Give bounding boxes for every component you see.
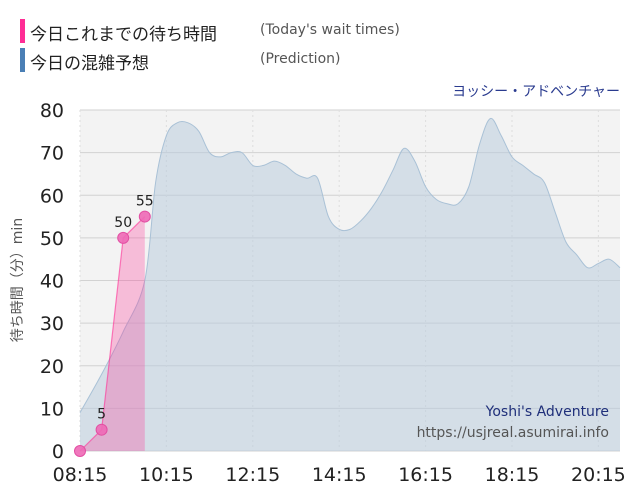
y-tick-label: 40 [40, 271, 64, 293]
y-tick-label: 20 [40, 356, 64, 378]
watermark-title: Yoshi's Adventure [485, 404, 609, 420]
y-tick-label: 60 [40, 185, 64, 207]
y-tick-label: 50 [40, 228, 64, 250]
today-data-label: 50 [114, 215, 132, 231]
today-data-label: 5 [97, 407, 106, 423]
y-tick-label: 70 [40, 143, 64, 165]
legend-swatch-forecast [20, 48, 25, 72]
today-line [79, 216, 146, 452]
legend-swatch-today [20, 19, 25, 43]
forecast-area [80, 118, 620, 452]
x-tick-label: 14:15 [312, 464, 367, 486]
today-data-label: 55 [136, 194, 154, 210]
y-tick-label: 0 [52, 441, 64, 463]
today-point [74, 445, 86, 457]
legend-sublabel-forecast: (Prediction) [260, 51, 341, 67]
today-point [117, 231, 130, 244]
y-tick-label: 10 [40, 398, 64, 420]
forecast-line [79, 118, 621, 413]
x-tick-label: 08:15 [53, 464, 108, 486]
y-tick-label: 30 [40, 313, 64, 335]
today-point [138, 210, 151, 223]
forecast-series [79, 118, 621, 452]
legend-label-forecast: 今日の混雑予想 [30, 54, 149, 74]
legend-sublabel-today: (Today's wait times) [260, 22, 400, 38]
x-tick-label: 16:15 [398, 464, 453, 486]
watermark-url: https://usjreal.asumirai.info [417, 425, 609, 441]
legend-label-today: 今日これまでの待ち時間 [30, 25, 217, 45]
x-tick-label: 20:15 [571, 464, 626, 486]
y-axis-ticks: 0 10 20 30 40 50 60 70 80 [40, 100, 64, 463]
y-axis-label: 待ち時間（分）min [10, 218, 26, 342]
attraction-name: ヨッシー・アドベンチャー [452, 84, 620, 100]
x-tick-label: 12:15 [225, 464, 280, 486]
legend-item-today[interactable]: 今日これまでの待ち時間 (Today's wait times) [20, 18, 440, 45]
y-tick-label: 80 [40, 100, 64, 122]
x-tick-label: 10:15 [139, 464, 194, 486]
today-point [95, 423, 108, 436]
x-axis-ticks: 08:15 10:15 12:15 14:15 16:15 18:15 20:15 [53, 464, 626, 486]
legend-item-forecast[interactable]: 今日の混雑予想 (Prediction) [20, 47, 440, 74]
x-tick-label: 18:15 [485, 464, 540, 486]
